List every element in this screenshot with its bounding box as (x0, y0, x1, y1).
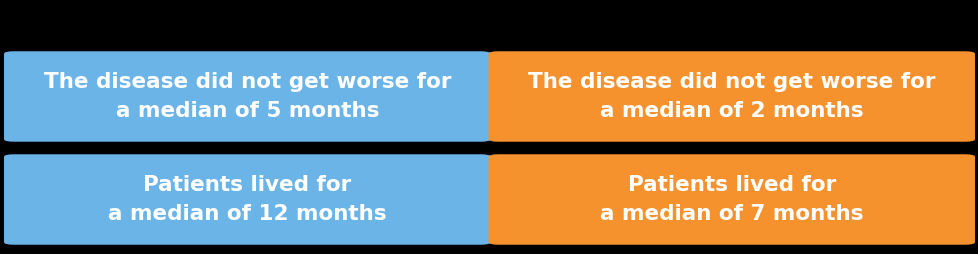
Text: The disease did not get worse for
a median of 2 months: The disease did not get worse for a medi… (527, 72, 935, 121)
FancyBboxPatch shape (488, 51, 974, 142)
FancyBboxPatch shape (4, 51, 490, 142)
FancyBboxPatch shape (488, 154, 974, 245)
Text: The disease did not get worse for
a median of 5 months: The disease did not get worse for a medi… (43, 72, 451, 121)
FancyBboxPatch shape (4, 154, 490, 245)
Text: Patients lived for
a median of 7 months: Patients lived for a median of 7 months (600, 175, 863, 224)
Text: Patients lived for
a median of 12 months: Patients lived for a median of 12 months (108, 175, 386, 224)
